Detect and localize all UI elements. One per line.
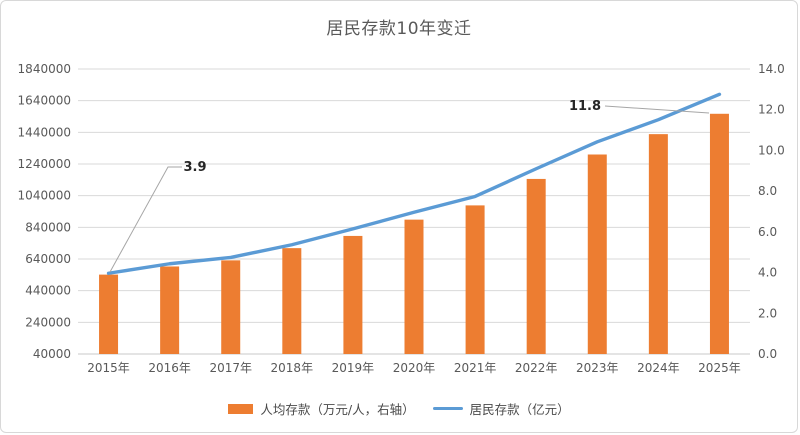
- x-axis-label: 2016年: [148, 361, 191, 375]
- bar-2023年: [587, 154, 607, 354]
- annotation-leader: [604, 105, 710, 114]
- x-axis-label: 2021年: [454, 361, 497, 375]
- left-axis-tick: 640000: [25, 252, 71, 266]
- x-axis-label: 2025年: [698, 361, 741, 375]
- bar-2017年: [221, 260, 241, 354]
- bar-2018年: [282, 248, 302, 354]
- annotation-label: 3.9: [183, 160, 206, 175]
- x-axis-label: 2015年: [87, 361, 130, 375]
- left-axis-tick: 840000: [25, 220, 71, 234]
- legend-label: 居民存款（亿元）: [469, 402, 570, 417]
- x-axis-label: 2020年: [393, 361, 436, 375]
- right-axis-tick: 14.0: [758, 62, 785, 76]
- right-axis-tick: 4.0: [758, 266, 777, 280]
- annotation-label: 11.8: [569, 99, 601, 114]
- legend-swatch-bar: [228, 403, 254, 414]
- left-axis-tick: 40000: [33, 347, 71, 361]
- right-axis-tick: 10.0: [758, 143, 785, 157]
- chart-title: 居民存款10年变迁: [326, 19, 472, 39]
- left-axis-tick: 1240000: [18, 157, 71, 171]
- bar-2022年: [526, 178, 546, 354]
- bar-2021年: [465, 205, 485, 354]
- right-axis-tick: 6.0: [758, 225, 777, 239]
- left-axis-tick: 440000: [25, 284, 71, 298]
- legend-swatch-line: [432, 406, 463, 411]
- left-axis-tick: 1440000: [18, 125, 71, 139]
- right-axis-tick: 8.0: [758, 184, 777, 198]
- right-axis-tick: 0.0: [758, 347, 777, 361]
- chart-legend: 人均存款（万元/人，右轴） 居民存款（亿元）: [1, 399, 797, 418]
- bar-2025年: [709, 113, 729, 355]
- bar-2019年: [343, 235, 363, 354]
- x-axis-label: 2017年: [209, 361, 252, 375]
- legend-item-line: 居民存款（亿元）: [432, 399, 570, 418]
- x-axis-label: 2019年: [332, 361, 375, 375]
- x-axis-label: 2024年: [637, 361, 680, 375]
- right-axis-tick: 2.0: [758, 306, 777, 320]
- legend-item-bar: 人均存款（万元/人，右轴）: [228, 399, 415, 418]
- right-axis-tick: 12.0: [758, 103, 785, 117]
- left-axis-tick: 1840000: [18, 62, 71, 76]
- bar-2020年: [404, 219, 424, 354]
- bar-2015年: [99, 274, 119, 354]
- left-axis-tick: 1640000: [18, 94, 71, 108]
- legend-label: 人均存款（万元/人，右轴）: [260, 402, 415, 417]
- bar-2024年: [648, 134, 668, 354]
- deposit-line: [106, 92, 722, 275]
- bar-2016年: [160, 266, 180, 354]
- left-axis-tick: 240000: [25, 315, 71, 329]
- annotation-leader: [109, 166, 182, 273]
- x-axis-label: 2023年: [576, 361, 619, 375]
- x-axis-label: 2022年: [515, 361, 558, 375]
- left-axis-tick: 1040000: [18, 189, 71, 203]
- x-axis-label: 2018年: [271, 361, 314, 375]
